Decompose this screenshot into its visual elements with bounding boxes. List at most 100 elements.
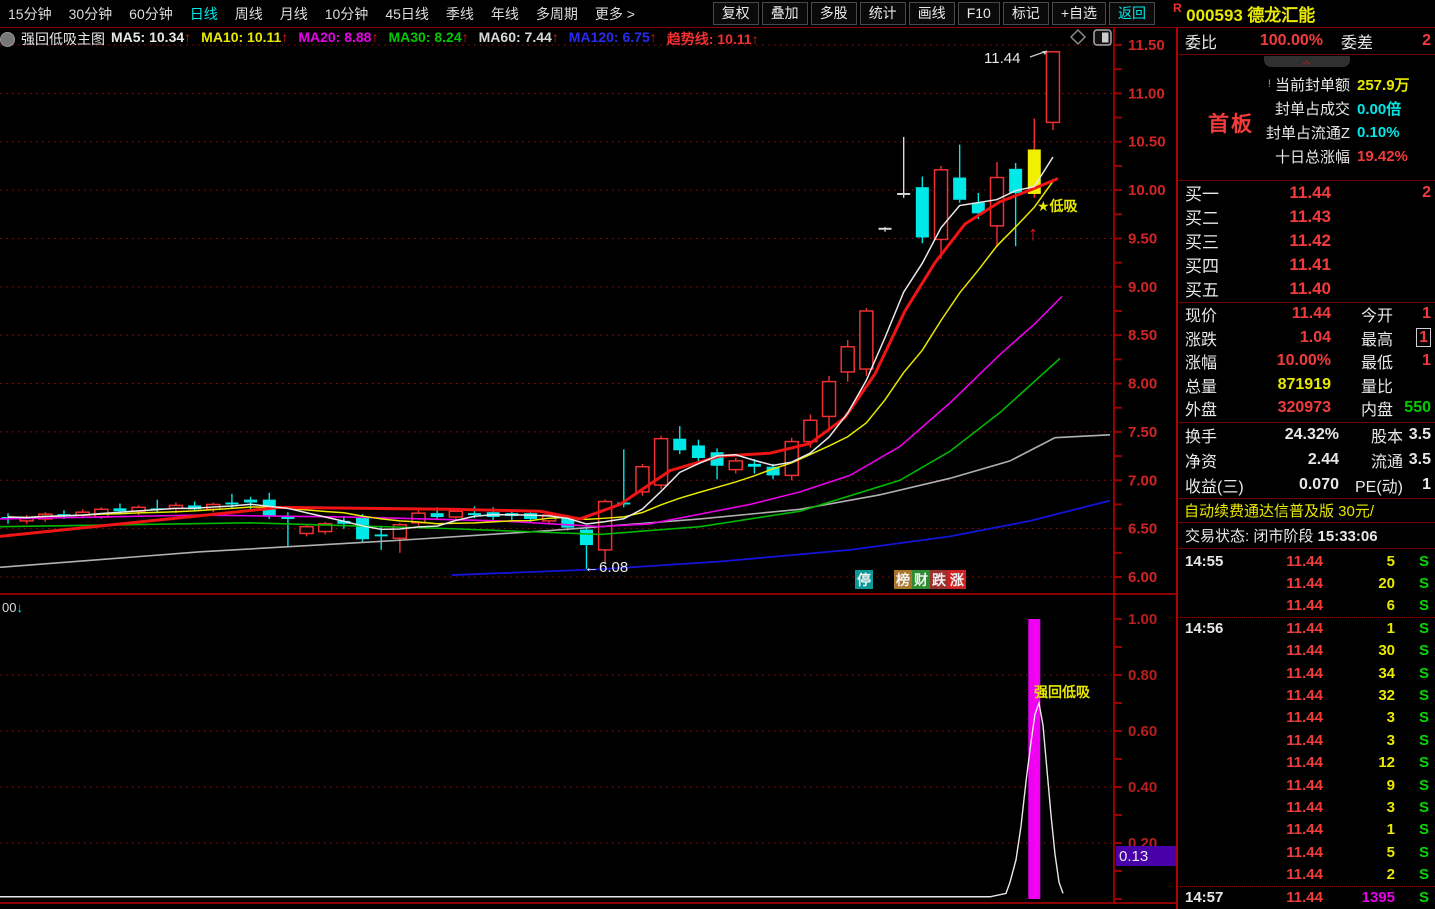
event-badge-财[interactable]: 财 xyxy=(912,570,930,589)
candle xyxy=(1,517,15,519)
collapse-pill[interactable]: ︿ xyxy=(1263,56,1350,67)
candle xyxy=(430,513,444,518)
financial-row: 收益(三) 0.070 PE(动) 1 xyxy=(1185,476,1431,497)
financial-row: 净资 2.44 流通 3.5 xyxy=(1185,450,1431,471)
split-window-icon[interactable] xyxy=(1093,29,1112,46)
tick-row: 14:55 11.44 5 S xyxy=(1185,552,1429,570)
timeframe-月线[interactable]: 月线 xyxy=(279,5,308,22)
timeframe-30分钟[interactable]: 30分钟 xyxy=(68,5,113,22)
tick-row: 11.44 3 S xyxy=(1286,709,1429,727)
candle xyxy=(57,514,71,516)
tick-list[interactable]: 14:55 11.44 5 S 11.44 20 S 11.44 6 S 14:56 11.44 1 S 1… xyxy=(1178,550,1435,909)
ad-banner[interactable]: 自动续费通达信普及版 30元/ xyxy=(1178,498,1435,523)
timeframe-周线[interactable]: 周线 xyxy=(234,5,263,22)
tool-画线[interactable]: 画线 xyxy=(908,2,955,25)
event-badge-停[interactable]: 停 xyxy=(855,570,873,589)
bid-row-买四: 买四 11.41 xyxy=(1185,254,1331,277)
board-stat-row: 封单占流通Z 0.10% xyxy=(1265,123,1400,142)
candle xyxy=(933,169,949,241)
sub-indicator-value: 00↓ xyxy=(2,600,23,615)
timeframe-季线[interactable]: 季线 xyxy=(445,5,474,22)
timeframe-45日线[interactable]: 45日线 xyxy=(385,5,429,22)
candle xyxy=(766,466,780,476)
candle xyxy=(317,523,333,533)
peak-price-label: 11.44 xyxy=(984,50,1020,67)
low-price-label: ←6.08 xyxy=(584,559,628,576)
candle xyxy=(468,513,481,516)
tick-row: 11.44 20 S xyxy=(1286,575,1429,593)
candle xyxy=(915,187,929,238)
signal-bar xyxy=(1028,619,1041,899)
signal-label: 强回低吸 xyxy=(1034,684,1091,700)
candle xyxy=(374,534,388,537)
board-tag: 首板 xyxy=(1208,113,1254,136)
candle xyxy=(821,380,837,418)
weicha-value: 2 xyxy=(1422,32,1431,49)
svg-text:涨: 涨 xyxy=(950,572,964,588)
svg-text:停: 停 xyxy=(857,572,871,588)
tool-复权[interactable]: 复权 xyxy=(712,2,759,25)
financial-row: 换手 24.32% 股本 3.5 xyxy=(1185,425,1431,446)
candle xyxy=(747,463,761,467)
stock-label[interactable]: R 000593 德龙汇能 xyxy=(1155,1,1435,26)
timeframe-更多 >[interactable]: 更多 > xyxy=(594,5,635,22)
status-label: 交易状态: xyxy=(1185,528,1250,545)
candle xyxy=(188,505,202,510)
tool-F10[interactable]: F10 xyxy=(957,2,1000,25)
timeframe-60分钟[interactable]: 60分钟 xyxy=(129,5,173,22)
candle xyxy=(859,310,874,370)
candles xyxy=(1,50,1061,570)
ma-item: 趋势线: 10.11↑ xyxy=(666,31,759,47)
tick-row: 11.44 32 S xyxy=(1286,687,1429,705)
quote-panel: 委比 100.00% 委差 2 ︿ 首板 ! 当前封单额 257.9万 封单占成交 0.… xyxy=(1176,0,1435,909)
weibi-value: 100.00% xyxy=(1259,32,1323,49)
weicha-label: 委差 xyxy=(1340,35,1373,52)
tick-row: 11.44 5 S xyxy=(1286,843,1429,861)
svg-text:跌: 跌 xyxy=(932,572,947,588)
ma-item: MA20: 8.88↑ xyxy=(298,29,379,45)
limit-board-section: ︿ 首板 ! 当前封单额 257.9万 封单占成交 0.00倍 封单占流通Z 0.10% 十日… xyxy=(1178,56,1435,181)
diamond-icon[interactable] xyxy=(1069,28,1087,46)
top-bar: 15分钟 30分钟 60分钟 日线 周线 月线 10分钟 45日线 季线 年线 多周期 更多 > 复权… xyxy=(0,0,1435,28)
indicator-icon xyxy=(0,31,15,47)
alert-icon: ! xyxy=(1267,78,1271,90)
event-badge-跌[interactable]: 跌 xyxy=(930,570,948,589)
timeframe-年线[interactable]: 年线 xyxy=(490,5,519,22)
candle xyxy=(523,513,537,519)
candle xyxy=(579,529,593,546)
indicator-bar: 强回低吸主图 MA5: 10.34↑ MA10: 10.11↑ MA20: 8.88… xyxy=(0,29,759,49)
timeframe-多周期[interactable]: 多周期 xyxy=(535,5,578,22)
timeframe-10分钟[interactable]: 10分钟 xyxy=(324,5,369,22)
svg-text:1.00: 1.00 xyxy=(1128,611,1157,628)
ma-item: MA30: 8.24↑ xyxy=(388,29,469,45)
svg-text:榜: 榜 xyxy=(896,572,910,588)
candle xyxy=(281,516,295,519)
tool-标记[interactable]: 标记 xyxy=(1002,2,1049,25)
tool-叠加[interactable]: 叠加 xyxy=(761,2,808,25)
ma30-line xyxy=(0,357,1061,536)
svg-text:10.50: 10.50 xyxy=(1128,134,1166,151)
timeframe-15分钟[interactable]: 15分钟 xyxy=(8,5,52,22)
trend-line xyxy=(0,177,1059,538)
ma20-line xyxy=(0,295,1063,528)
tool-统计[interactable]: 统计 xyxy=(859,2,906,25)
event-badge-涨[interactable]: 涨 xyxy=(948,570,966,589)
tick-row: 14:57 11.44 1395 S xyxy=(1178,885,1435,908)
candle xyxy=(561,517,575,528)
tool-返回[interactable]: 返回 xyxy=(1109,2,1155,25)
event-badge-榜[interactable]: 榜 xyxy=(894,570,912,589)
indicator-title[interactable]: 强回低吸主图 xyxy=(21,31,105,47)
ma120-line xyxy=(451,499,1111,576)
timeframe-日线[interactable]: 日线 xyxy=(189,5,218,22)
candle xyxy=(225,502,239,505)
event-badges: 停 榜财跌涨 xyxy=(855,570,966,589)
financial-grid: 换手 24.32% 股本 3.5 净资 2.44 流通 3.5 收益(三) 0.070 PE(动) 1 xyxy=(1178,422,1435,498)
candle xyxy=(953,177,967,200)
tool-多股[interactable]: 多股 xyxy=(810,2,857,25)
ma-item: MA120: 6.75↑ xyxy=(568,29,657,45)
candle xyxy=(1009,168,1023,193)
tool-+自选[interactable]: +自选 xyxy=(1051,2,1106,25)
candle xyxy=(337,520,351,524)
board-stat-row: 封单占成交 0.00倍 xyxy=(1274,100,1402,118)
